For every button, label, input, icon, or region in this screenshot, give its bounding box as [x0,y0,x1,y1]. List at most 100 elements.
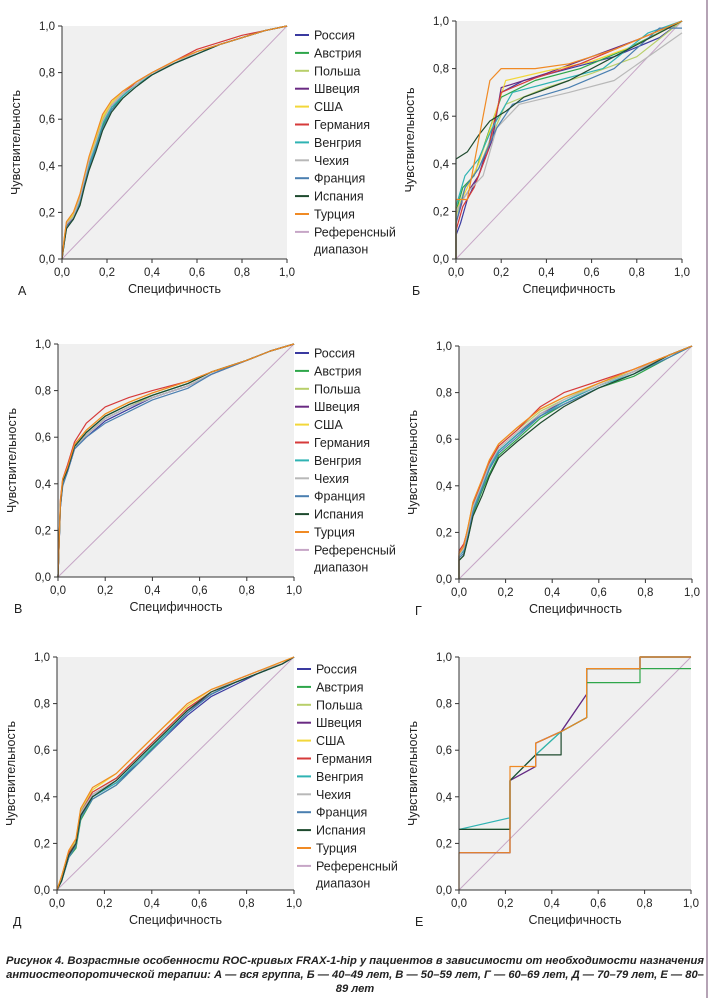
y-axis-label: Чувствительность [406,721,420,826]
x-tick-label: 0,8 [239,585,255,597]
y-axis-label: Чувствительность [5,408,19,513]
figure-caption: Рисунок 4. Возрастные особенности ROC-кр… [6,955,704,995]
x-tick-label: 0,6 [191,898,207,910]
legend-label: Венгрия [314,454,361,468]
y-tick-label: 0,0 [34,885,50,897]
legend-label: Германия [314,118,370,132]
x-tick-label: 0,6 [189,267,205,279]
x-tick-label: 1,0 [674,267,690,279]
x-tick-label: 0,4 [144,898,161,910]
y-axis-label: Чувствительность [4,721,18,826]
y-tick-label: 0,8 [436,388,452,400]
x-tick-label: 0,6 [584,267,600,279]
y-axis-label: Чувствительность [9,90,23,195]
x-tick-label: 1,0 [684,587,700,599]
panel-1: 0,0 0,2 0,4 0,6 0,8 1,0 0,0 0,2 0,4 0,6 0,8 1,0 Спец… [9,21,396,298]
x-tick-label: 0,4 [144,267,161,279]
panel-6: 0,0 0,2 0,4 0,6 0,8 1,0 0,0 0,2 0,4 0,6 0,8 1,0 Спец… [406,652,699,929]
x-tick-label: 0,0 [54,267,70,279]
x-axis-label: Специфичность [522,282,615,296]
series-line-11 [56,656,295,891]
x-tick-label: 0,4 [144,585,161,597]
series-line-6 [455,20,683,259]
y-tick-label: 0,8 [34,699,50,711]
reference-line [458,656,692,891]
legend-label: Испания [316,824,366,838]
x-tick-label: 0,2 [493,267,509,279]
x-tick-label: 0,2 [96,898,112,910]
series-line-8 [458,345,693,579]
x-tick-label: 0,2 [497,898,513,910]
panel-label: В [14,602,22,616]
y-tick-label: 0,2 [34,838,50,850]
y-tick-label: 0,6 [34,745,50,757]
y-tick-label: 0,6 [433,111,449,123]
panel-label: Г [415,604,422,618]
legend-label: Испания [314,190,364,204]
legend-label: Испания [314,508,364,522]
legend-label: Польша [314,382,360,396]
y-tick-label: 0,8 [39,68,55,80]
x-tick-label: 0,6 [192,585,208,597]
legend-label: Чехия [314,154,349,168]
y-tick-label: 0,4 [39,161,56,173]
y-tick-label: 0,8 [35,386,51,398]
panel-label: А [18,284,27,298]
legend-label: США [314,418,343,432]
legend-label: Референсный диапазон [316,859,398,890]
x-axis-label: Специфичность [129,600,222,614]
legend: Россия Австрия Польша Швеция США Германия Венг… [295,347,396,574]
y-tick-label: 0,4 [436,481,453,493]
legend-label: Германия [316,752,372,766]
panel-4: 0,0 0,2 0,4 0,6 0,8 1,0 0,0 0,2 0,4 0,6 0,8 1,0 Спец… [406,341,700,618]
x-axis-label: Специфичность [129,913,222,927]
legend-label: Россия [316,663,357,677]
panel-label: Д [13,915,22,929]
series-line-9 [455,27,682,259]
legend-label: Венгрия [316,770,363,784]
x-tick-label: 0,2 [97,585,113,597]
panel-3: 0,0 0,2 0,4 0,6 0,8 1,0 0,0 0,2 0,4 0,6 0,8 1,0 Спец… [5,339,396,616]
legend-label: Австрия [314,364,362,378]
y-tick-label: 0,4 [436,792,453,804]
x-tick-label: 0,0 [49,898,65,910]
legend-label: Чехия [314,472,349,486]
y-axis-label: Чувствительность [406,410,420,515]
x-tick-label: 0,4 [538,267,555,279]
legend-label: Референсный диапазон [314,225,396,256]
legend-label: Польша [314,64,360,78]
roc-figure: 0,0 0,2 0,4 0,6 0,8 1,0 0,0 0,2 0,4 0,6 0,8 1,0 Спец… [4,16,700,929]
x-tick-label: 0,6 [590,898,606,910]
y-tick-label: 0,6 [436,434,452,446]
x-tick-label: 0,0 [448,267,464,279]
y-tick-label: 0,0 [433,254,449,266]
y-tick-label: 0,2 [436,527,452,539]
x-axis-label: Специфичность [528,913,621,927]
y-tick-label: 0,0 [39,254,55,266]
legend-label: Германия [314,436,370,450]
y-tick-label: 0,6 [436,745,452,757]
y-tick-label: 0,8 [436,699,452,711]
reference-line [455,20,683,260]
x-tick-label: 0,8 [239,898,255,910]
x-axis-label: Специфичность [128,282,221,296]
legend-label: Швеция [314,82,360,96]
x-tick-label: 0,0 [451,898,467,910]
legend-label: США [316,734,345,748]
legend-label: Швеция [316,716,362,730]
legend-label: Турция [314,208,355,222]
legend-label: США [314,100,343,114]
x-tick-label: 0,0 [451,587,467,599]
legend-label: Венгрия [314,136,361,150]
y-tick-label: 1,0 [436,341,452,353]
legend-label: Австрия [316,680,364,694]
y-tick-label: 1,0 [34,652,50,664]
legend: Россия Австрия Польша Швеция США Германия Венг… [295,29,396,256]
x-tick-label: 0,8 [234,267,250,279]
legend-label: Франция [314,490,365,504]
y-tick-label: 1,0 [35,339,51,351]
x-tick-label: 1,0 [683,898,699,910]
series-line-10 [458,345,693,579]
legend-label: Турция [316,842,357,856]
x-tick-label: 0,2 [498,587,514,599]
